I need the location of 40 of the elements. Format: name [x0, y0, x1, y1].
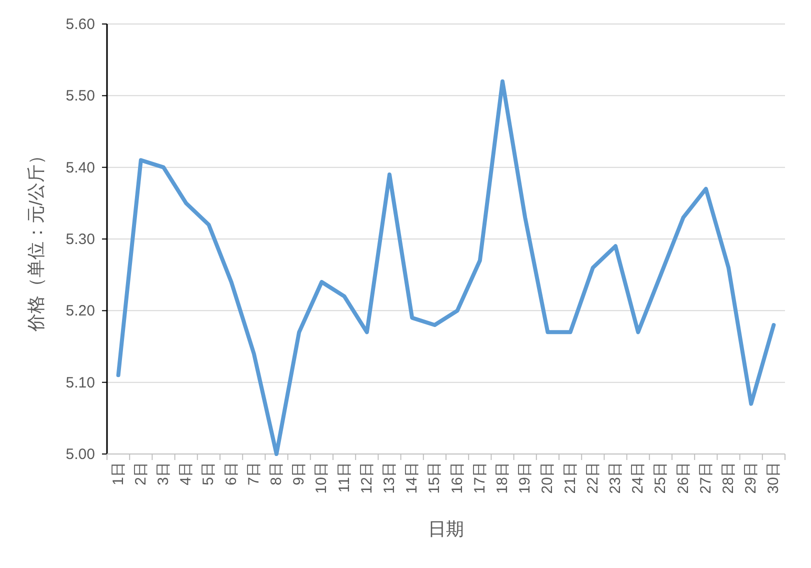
x-tick-label: 7日 [245, 462, 262, 486]
x-tick-label: 13日 [381, 462, 398, 494]
line-series [116, 79, 776, 456]
x-tick-label: 26日 [674, 462, 692, 494]
x-tick-label: 30日 [765, 462, 782, 494]
x-tick-label: 22日 [584, 462, 602, 494]
x-tick-label: 29日 [742, 462, 760, 494]
y-tick-label: 5.10 [66, 374, 95, 392]
x-tick-label: 27日 [697, 462, 714, 494]
x-tick-label: 18日 [494, 462, 511, 494]
x-tick-label: 16日 [448, 462, 466, 494]
x-tick-label: 24日 [630, 462, 647, 494]
x-tick-label: 23日 [607, 462, 624, 494]
y-tick-label: 5.30 [66, 231, 95, 248]
x-tick-label: 12日 [358, 462, 376, 494]
y-tick-label: 5.50 [66, 88, 95, 105]
x-tick-label: 6日 [222, 462, 240, 486]
y-tick-label: 5.20 [66, 302, 95, 320]
x-axis-title: 日期 [428, 519, 464, 539]
x-tick-label: 20日 [539, 462, 556, 494]
x-tick-label: 17日 [471, 462, 488, 494]
x-tick-label: 15日 [426, 462, 444, 494]
x-tick-label: 3日 [155, 462, 172, 486]
x-tick-label: 1日 [110, 462, 127, 486]
x-tick-label: 19日 [516, 462, 534, 494]
x-tick-label: 5日 [200, 462, 218, 486]
x-tick-label: 11日 [336, 462, 353, 493]
x-tick-label: 28日 [720, 462, 737, 494]
x-tick-label: 25日 [652, 462, 670, 494]
x-tick-label: 21日 [562, 462, 579, 494]
y-tick-label: 5.60 [66, 16, 95, 33]
x-tick-label: 9日 [290, 462, 308, 486]
x-tick-label: 8日 [268, 462, 285, 486]
x-tick-label: 14日 [404, 462, 421, 494]
y-axis-title: 价格（单位：元/公斤） [26, 146, 46, 333]
x-tick-label: 4日 [178, 462, 195, 486]
y-tick-label: 5.40 [66, 159, 95, 176]
x-tick-label: 10日 [313, 462, 330, 494]
x-tick-label: 2日 [132, 462, 150, 486]
y-tick-label: 5.00 [66, 446, 95, 463]
